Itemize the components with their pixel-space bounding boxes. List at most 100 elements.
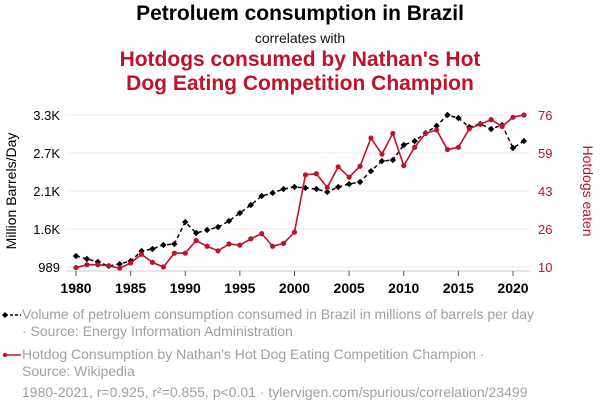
legend-label-hotdogs-line1: Hotdog Consumption by Nathan's Hot Dog E… — [22, 346, 485, 362]
legend-symbol-solid-circle — [2, 352, 21, 358]
y-right-tick-label: 43 — [538, 184, 552, 199]
series-hotdogs-point — [477, 121, 483, 127]
series-petroleum-point — [192, 229, 200, 237]
series-hotdogs-point — [95, 262, 101, 268]
legend-label-hotdogs-line2: Source: Wikipedia — [22, 363, 135, 379]
series-petroleum-point — [149, 245, 156, 253]
series-petroleum-point — [313, 185, 320, 193]
y-left-tick-label: 1.6K — [33, 222, 60, 237]
x-tick-label: 1980 — [60, 280, 91, 296]
series-hotdogs-point — [346, 174, 352, 180]
series-hotdogs-point — [324, 184, 330, 191]
series-petroleum-point — [160, 241, 167, 249]
series-hotdogs-point — [335, 164, 341, 170]
y-left-tick-label: 2.1K — [33, 184, 60, 199]
series-hotdogs — [73, 112, 527, 271]
series-hotdogs-point — [390, 130, 396, 137]
chart-subtitle: correlates with — [254, 30, 346, 46]
series-hotdogs-point — [84, 262, 90, 268]
series-petroleum-point — [324, 188, 331, 196]
legend-item-petroleum: Volume of petroluem consumption consumed… — [2, 306, 535, 340]
series-hotdogs-point — [444, 146, 451, 153]
series-hotdogs-point — [521, 112, 527, 118]
series-hotdogs-point — [433, 127, 440, 133]
x-tick-label: 1995 — [224, 280, 255, 296]
legend-label-petroleum-line1: Volume of petroluem consumption consumed… — [22, 306, 535, 322]
legend-symbol-dashed-diamond — [2, 312, 21, 318]
series-hotdogs-point — [280, 240, 287, 246]
series-hotdogs-point — [128, 260, 134, 266]
x-tick-label: 1985 — [115, 280, 146, 296]
series-petroleum-point — [378, 157, 386, 165]
legend-label-petroleum-line2: · Source: Energy Information Administrat… — [22, 323, 293, 339]
y-axis-right-label: Hotdogs eaten — [580, 145, 596, 236]
y-right-tick-label: 59 — [538, 146, 552, 161]
series-petroleum-point — [411, 137, 418, 145]
series-hotdogs-point — [160, 264, 166, 270]
x-tick-label: 2010 — [388, 280, 419, 296]
series-hotdogs-point — [488, 117, 494, 123]
series-hotdogs-point — [138, 251, 145, 257]
legend-item-hotdogs: Hotdog Consumption by Nathan's Hot Dog E… — [2, 346, 485, 380]
series-hotdogs-point — [106, 263, 112, 269]
series-petroleum-point — [258, 192, 265, 200]
series-hotdogs-point — [117, 265, 123, 271]
series-petroleum-point — [225, 217, 233, 225]
series-petroleum-point — [487, 125, 495, 133]
series-hotdogs-point — [270, 243, 276, 249]
series-hotdogs-line — [75, 114, 525, 269]
series-petroleum-point — [83, 255, 91, 263]
series-hotdogs-point — [313, 171, 319, 177]
series-petroleum-point — [335, 183, 342, 191]
series-hotdogs-point — [466, 126, 472, 132]
series-hotdogs-point — [368, 135, 374, 141]
series-hotdogs-point — [499, 123, 505, 130]
y-axis-left-label: Million Barrels/Day — [3, 133, 19, 250]
series-petroleum-point — [520, 137, 528, 145]
series-petroleum-point — [247, 201, 254, 209]
series-hotdogs-point — [226, 241, 232, 247]
footer-stats: 1980-2021, r=0.925, r²=0.855, p<0.01 · t… — [22, 384, 528, 400]
series-hotdogs-point — [248, 236, 254, 242]
x-tick-label: 1990 — [170, 280, 201, 296]
series-petroleum-point — [367, 167, 375, 175]
series-petroleum — [72, 111, 528, 270]
series-petroleum-point — [236, 209, 244, 217]
x-tick-label: 2015 — [443, 280, 474, 296]
y-left-tick-label: 2.7K — [33, 146, 60, 161]
gridlines — [66, 114, 530, 268]
y-right-tick-label: 10 — [538, 260, 552, 275]
series-petroleum-point — [345, 180, 353, 188]
series-hotdogs-point — [193, 237, 199, 244]
y-right-tick-label: 26 — [538, 222, 552, 237]
chart-title-secondary: Hotdogs consumed by Nathan's Hot Dog Eat… — [0, 48, 600, 96]
series-hotdogs-point — [510, 114, 516, 120]
series-petroleum-point — [280, 185, 287, 193]
y-left-tick-label: 3.3K — [33, 108, 60, 123]
x-axis: 1980 1985 1990 1995 2000 2005 2010 2015 2020 — [60, 270, 530, 296]
y-axis-left: 989 1.6K 2.1K 2.7K 3.3K — [33, 108, 60, 275]
series-hotdogs-point — [379, 151, 385, 157]
series-petroleum-point — [214, 223, 222, 231]
series-hotdogs-point — [357, 163, 363, 169]
series-petroleum-point — [389, 156, 397, 164]
chart-title: Petroluem consumption in Brazil — [136, 2, 464, 25]
series-hotdogs-point — [182, 250, 188, 256]
x-tick-label: 2005 — [334, 280, 365, 296]
y-right-tick-label: 76 — [538, 108, 552, 123]
series-petroleum-point — [72, 252, 80, 260]
series-petroleum-point — [182, 218, 189, 226]
series-hotdogs-point — [259, 231, 265, 237]
series-petroleum-point — [356, 178, 364, 186]
title2-line1: Hotdogs consumed by Nathan's Hot — [119, 48, 481, 71]
series-hotdogs-point — [423, 130, 429, 137]
series-hotdogs-point — [149, 259, 156, 265]
series-hotdogs-point — [412, 144, 418, 150]
series-petroleum-point — [291, 183, 298, 191]
series-hotdogs-point — [204, 243, 210, 249]
y-left-tick-label: 989 — [38, 260, 60, 275]
series-petroleum-point — [455, 114, 462, 122]
series-petroleum-point — [171, 240, 178, 248]
series-hotdogs-point — [302, 172, 309, 178]
series-petroleum-point — [116, 260, 123, 268]
